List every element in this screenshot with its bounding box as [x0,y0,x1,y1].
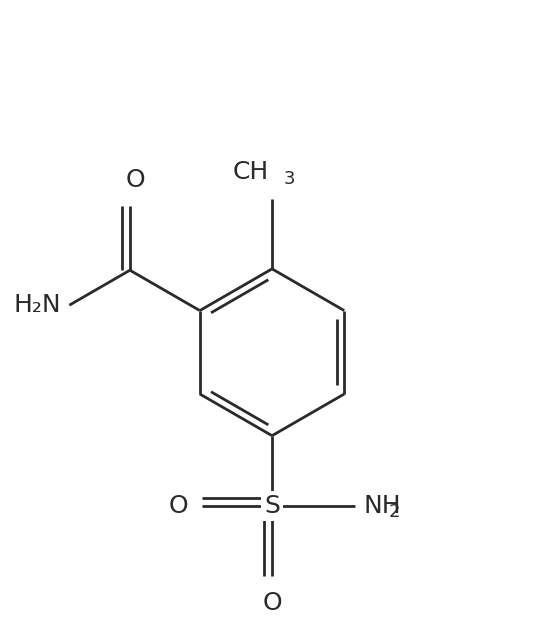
Text: O: O [262,591,282,614]
Text: H₂N: H₂N [14,293,61,317]
Text: O: O [126,168,145,192]
Text: CH: CH [233,160,269,184]
Text: S: S [264,493,280,518]
Text: 2: 2 [388,503,400,521]
Text: 3: 3 [284,170,295,188]
Text: O: O [169,493,188,518]
Text: NH: NH [364,493,401,518]
